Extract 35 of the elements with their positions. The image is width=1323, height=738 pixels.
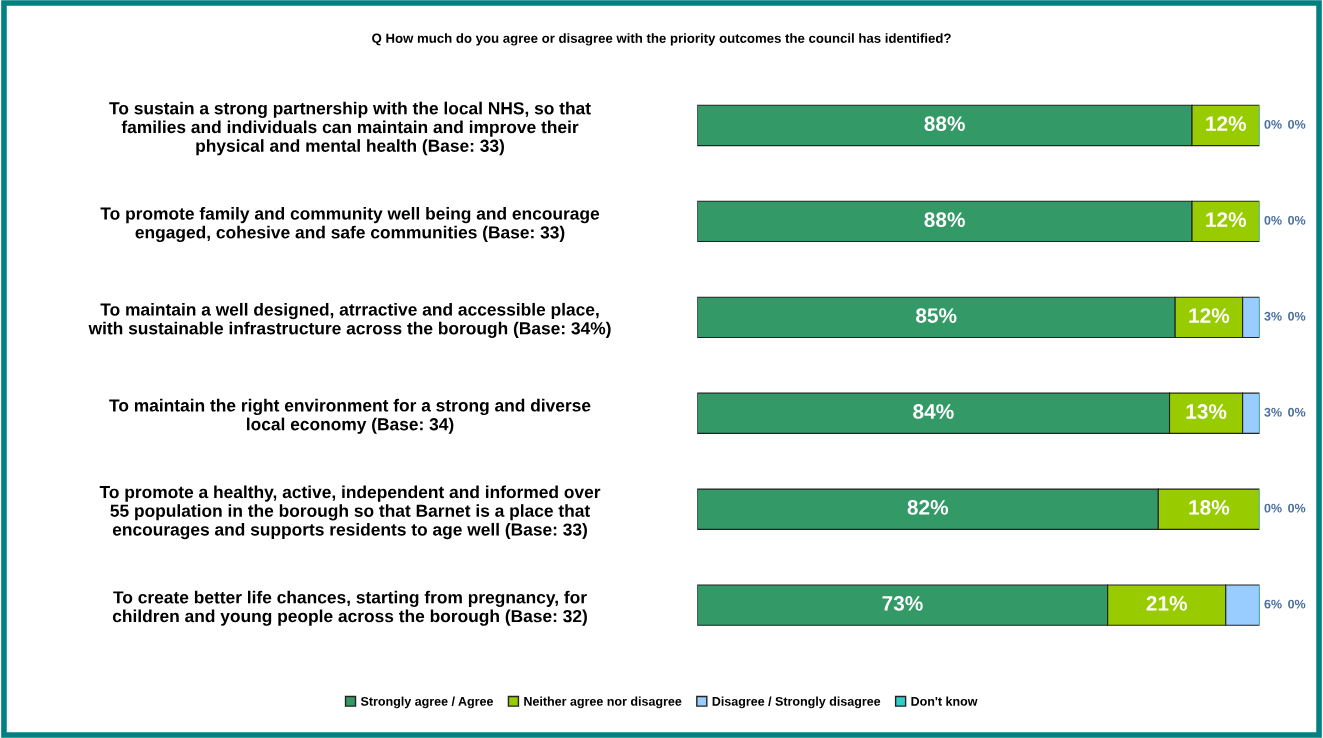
data-label: 0% — [1288, 407, 1306, 417]
data-label: 0% — [1288, 311, 1306, 321]
y-tick-label: To maintain a well designed, atrractive and accessible place, with sustainable infrastructure across the borough (Base: 34%) — [88, 302, 611, 338]
legend-label: Strongly agree / Agree — [360, 696, 494, 709]
data-label: 0% — [1264, 503, 1282, 513]
data-label: 88% — [924, 116, 965, 132]
data-label: 85% — [916, 308, 957, 323]
data-label: 0% — [1288, 599, 1306, 609]
data-label: 13% — [1186, 404, 1227, 419]
y-tick-label: To maintain the right environment for a strong and diverse local economy (Base: 34) — [109, 398, 591, 434]
data-label: 0% — [1264, 215, 1282, 225]
data-label: 3% — [1264, 311, 1282, 321]
data-label: 12% — [1189, 308, 1230, 323]
chart-title: Q How much do you agree or disagree with the priority outcomes the council has identified? — [372, 33, 951, 46]
data-label: 0% — [1264, 119, 1282, 129]
data-label: 82% — [907, 500, 949, 515]
legend-label: Don't know — [911, 696, 978, 706]
data-label: 3% — [1264, 407, 1282, 417]
data-label: 0% — [1288, 215, 1306, 225]
data-label: 73% — [882, 596, 923, 611]
y-tick-label: To sustain a strong partnership with the local NHS, so that families and individuals can maintain and improve their physical and mental health (Base: 33) — [109, 101, 591, 156]
data-label: 21% — [1146, 596, 1188, 611]
data-label: 12% — [1206, 116, 1247, 132]
data-label: 0% — [1288, 119, 1306, 129]
y-tick-label: To promote a healthy, active, independent and informed over 55 population in the borough so that Barnet is a place that encourages and supports residents to age well (Base: 33) — [99, 485, 601, 540]
data-label: 18% — [1189, 500, 1230, 515]
data-label: 84% — [913, 404, 954, 419]
data-label: 88% — [924, 212, 965, 227]
y-tick-label: To create better life chances, starting from pregnancy, for children and young people across the borough (Base: 32) — [112, 590, 587, 626]
data-label: 6% — [1264, 599, 1282, 609]
data-label: 12% — [1206, 212, 1247, 227]
y-tick-label: To promote family and community well being and encourage engaged, cohesive and safe communities (Base: 33) — [100, 206, 600, 243]
legend-label: Neither agree nor disagree — [524, 696, 682, 709]
data-label: 0% — [1288, 503, 1306, 513]
legend-label: Disagree / Strongly disagree — [712, 696, 881, 709]
